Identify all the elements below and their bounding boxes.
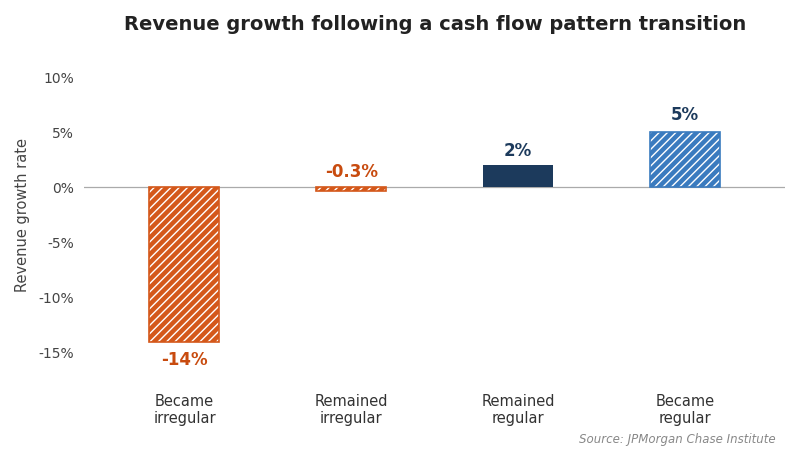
Bar: [150, 187, 219, 342]
Bar: [316, 187, 386, 191]
Y-axis label: Revenue growth rate: Revenue growth rate: [15, 138, 30, 292]
Bar: [483, 165, 553, 187]
Bar: [150, 187, 219, 342]
Bar: [650, 132, 720, 187]
Bar: [650, 132, 720, 187]
Bar: [316, 187, 386, 191]
Text: -14%: -14%: [161, 351, 208, 369]
Text: 2%: 2%: [504, 142, 532, 160]
Text: 5%: 5%: [671, 107, 699, 125]
Text: Source: JPMorgan Chase Institute: Source: JPMorgan Chase Institute: [579, 432, 776, 446]
Title: Revenue growth following a cash flow pattern transition: Revenue growth following a cash flow pat…: [123, 15, 746, 34]
Text: -0.3%: -0.3%: [325, 163, 378, 181]
